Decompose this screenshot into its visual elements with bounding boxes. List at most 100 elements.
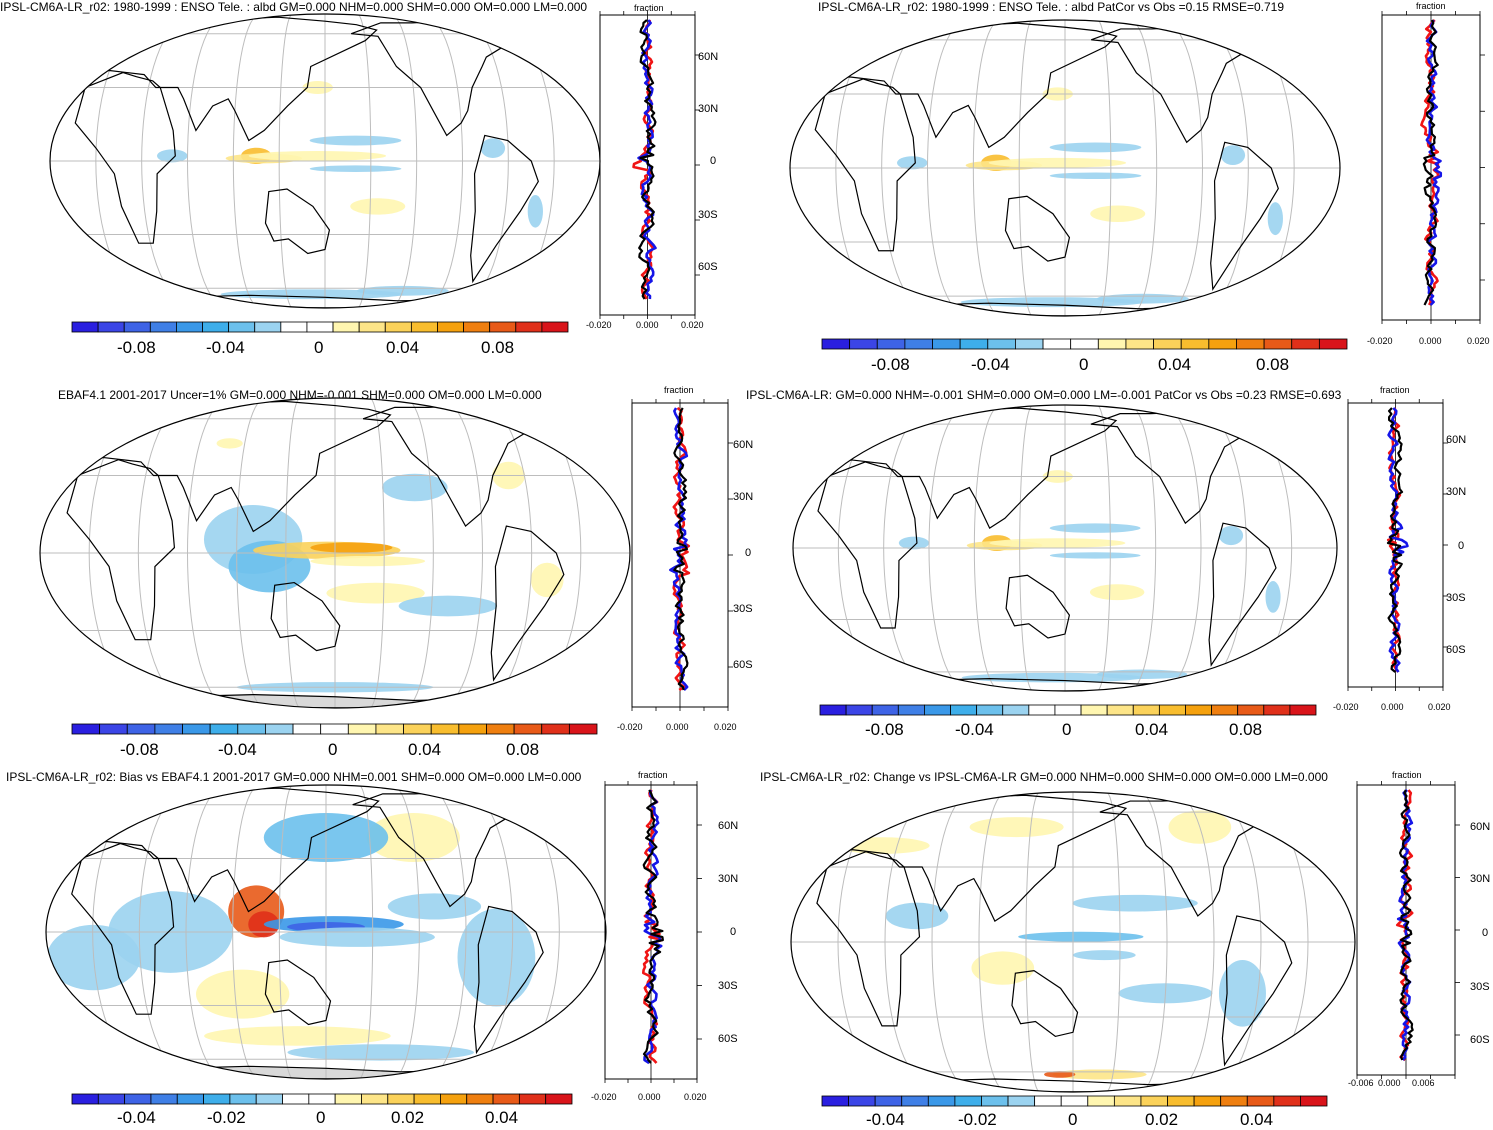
anomaly-region	[309, 165, 402, 172]
colorbar-label: 0.02	[391, 1108, 425, 1127]
panel-title: IPSL-CM6A-LR_r02: Change vs IPSL-CM6A-LR…	[760, 770, 1328, 784]
lat-label: 30N	[1446, 486, 1467, 498]
lat-label: 30S	[698, 209, 718, 221]
longitude-gridline	[1160, 405, 1202, 691]
profile-xtick: 0.000	[638, 1092, 661, 1102]
coastline-australia	[1011, 969, 1079, 1038]
profile-xtick: -0.020	[591, 1092, 617, 1102]
longitude-gridline	[424, 785, 467, 1079]
lat-label: 60N	[698, 51, 719, 63]
profile-xtick: 0.006	[1412, 1078, 1435, 1088]
anomaly-region	[527, 194, 543, 228]
colorbar-label: 0	[314, 338, 324, 357]
anomaly-region	[480, 138, 506, 158]
longitude-gridline	[186, 14, 229, 308]
colorbar-label: -0.08	[117, 338, 156, 357]
anomaly-region	[195, 969, 290, 1019]
colorbar-label: -0.02	[207, 1108, 246, 1127]
longitude-gridline	[356, 14, 372, 308]
profile-xtick: 0.020	[1428, 702, 1451, 712]
colorbar-label: -0.04	[206, 338, 245, 357]
profile-line	[1425, 19, 1443, 306]
colorbar-label: 0.04	[485, 1108, 519, 1127]
longitude-gridline	[389, 14, 418, 308]
colorbar-label: -0.08	[865, 720, 904, 739]
lat-label: 60N	[718, 820, 739, 832]
longitude-gridline	[438, 398, 484, 708]
profile-line	[642, 789, 664, 1064]
colorbar-label: -0.04	[955, 720, 994, 739]
colorbar-swatch	[568, 723, 598, 735]
longitude-gridline	[973, 405, 1002, 691]
colorbar-label: 0.04	[408, 740, 442, 759]
longitude-gridline	[278, 14, 294, 308]
map-border	[790, 791, 1356, 1093]
anomaly-region	[287, 1044, 475, 1061]
coastline-africa	[66, 459, 176, 641]
anomaly-region	[398, 595, 497, 617]
profile-xtick: -0.020	[586, 320, 612, 330]
anomaly-region	[1049, 172, 1142, 180]
map-border	[45, 784, 607, 1080]
longitude-gridline	[403, 398, 434, 708]
longitude-gridline	[1129, 20, 1158, 316]
coastline-africa	[74, 71, 176, 244]
anomaly-region	[1049, 142, 1142, 153]
profile-header: fraction	[664, 385, 694, 395]
anomaly-region	[204, 1026, 391, 1046]
anomaly-region	[1044, 1071, 1076, 1078]
profile-line	[669, 407, 689, 691]
longitude-gridline	[391, 785, 420, 1079]
panel-title: EBAF4.1 2001-2017 Uncer=1% GM=0.000 NHM=…	[58, 388, 542, 402]
anomaly-region	[1265, 581, 1281, 613]
lat-label: 0	[710, 155, 717, 167]
lat-label: 30N	[718, 873, 739, 885]
lat-label: 30S	[733, 603, 753, 615]
anomaly-region	[1220, 145, 1246, 165]
lat-label: 0	[1458, 540, 1465, 552]
profile-xtick: 0.000	[636, 320, 659, 330]
colorbar-label: 0	[1062, 720, 1072, 739]
profile-xtick: -0.006	[1348, 1078, 1374, 1088]
anomaly-region	[1089, 584, 1145, 601]
coastline-australia	[270, 581, 341, 652]
anomaly-region	[1049, 523, 1141, 533]
map-border	[792, 404, 1338, 692]
colorbar-label: -0.04	[866, 1110, 905, 1129]
colorbar-label: 0	[328, 740, 338, 759]
coastline-samerica	[473, 905, 544, 1055]
anomaly-region	[988, 157, 1127, 168]
anomaly-region	[216, 438, 243, 449]
anomaly-region	[969, 817, 1064, 838]
colorbar-label: -0.02	[958, 1110, 997, 1129]
profile-line	[1386, 407, 1404, 673]
profile-line	[1387, 407, 1409, 673]
profile-line	[643, 789, 663, 1065]
profile-xtick: -0.020	[1333, 702, 1359, 712]
colorbar-label: 0.04	[1158, 355, 1192, 374]
map-border	[39, 397, 631, 709]
coastline-australia	[1005, 574, 1071, 639]
profile-line	[673, 407, 689, 691]
lat-label: 0	[745, 547, 752, 559]
coastline-australia	[264, 188, 331, 255]
longitude-gridline	[285, 398, 301, 708]
longitude-gridline	[185, 785, 228, 1079]
colorbar-label: 0	[1068, 1110, 1078, 1129]
colorbar-label: 0.04	[1135, 720, 1169, 739]
panel-title: IPSL-CM6A-LR: GM=0.000 NHM=-0.001 SHM=0.…	[746, 388, 1342, 402]
profile-header: fraction	[638, 770, 668, 780]
colorbar-label: -0.04	[218, 740, 257, 759]
lat-label: 60S	[1446, 644, 1466, 656]
longitude-gridline	[1161, 20, 1204, 316]
profile-xtick: 0.020	[684, 1092, 707, 1102]
anomaly-region	[1049, 552, 1141, 559]
anomaly-region	[457, 908, 536, 1007]
anomaly-region	[310, 542, 393, 553]
